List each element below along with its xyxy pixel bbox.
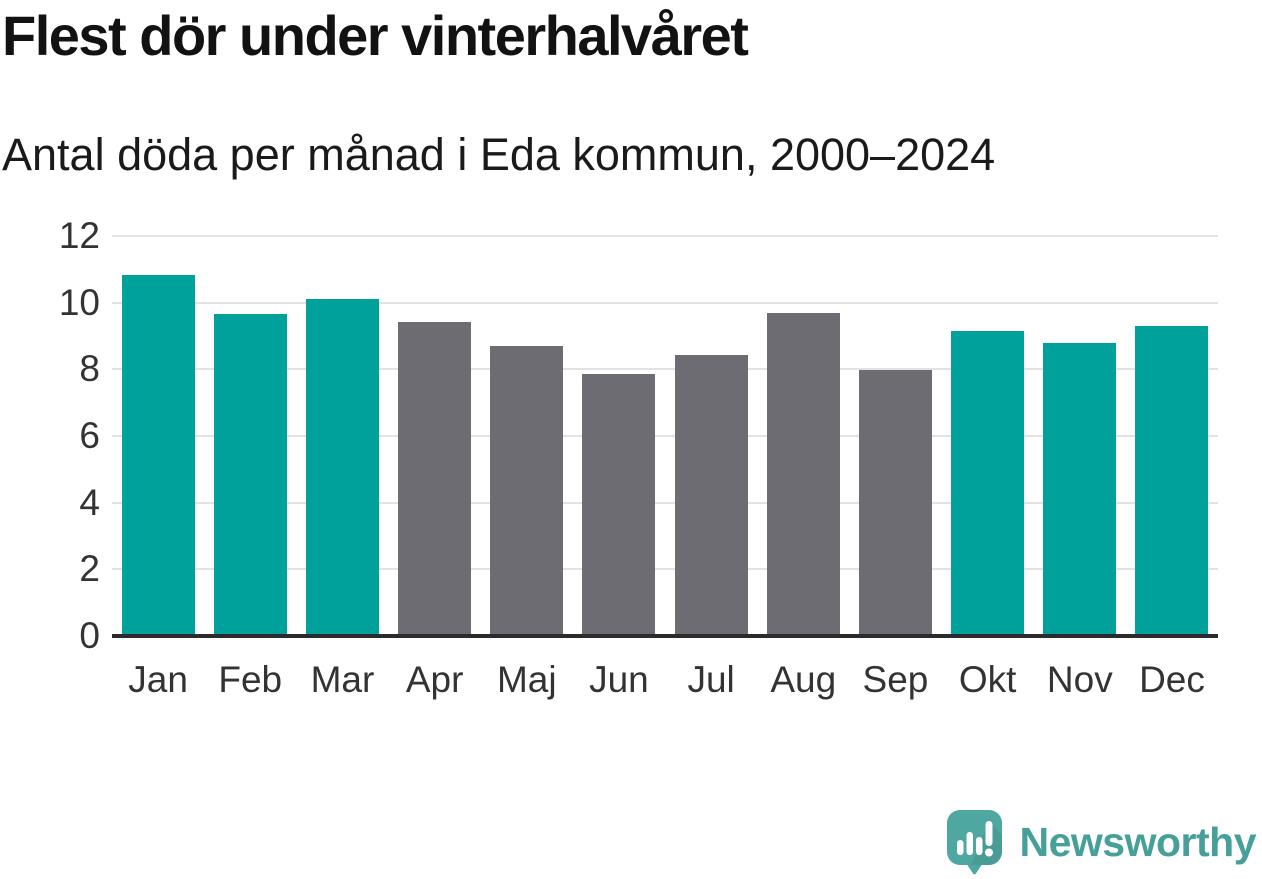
x-tick-label-jan: Jan <box>128 659 188 700</box>
bar-slot-mar <box>296 236 388 636</box>
x-axis-line <box>112 634 1218 638</box>
bar-okt <box>951 330 1025 636</box>
y-tick-label-12: 12 <box>58 215 100 256</box>
x-tick-label-mar: Mar <box>310 659 375 700</box>
bar-slot-okt <box>942 236 1034 636</box>
newsworthy-speech-bubble-bar-chart-icon <box>946 810 1002 875</box>
gridline-12 <box>112 235 1218 237</box>
chart-title: Flest dör under vinterhalvåret <box>2 4 749 67</box>
x-tick-label-jun: Jun <box>589 659 649 700</box>
bar-slot-aug <box>757 236 849 636</box>
x-tick-label-nov: Nov <box>1046 659 1113 700</box>
x-tick-label-jul: Jul <box>687 659 735 700</box>
bar-aug <box>766 313 840 636</box>
gridline-10 <box>112 301 1218 304</box>
x-tick-label-sep: Sep <box>862 659 929 700</box>
bar-maj <box>490 346 564 636</box>
newsworthy-logo: Newsworthy <box>945 809 1257 875</box>
gridline-2 <box>112 568 1218 571</box>
bar-slot-jul <box>665 236 757 636</box>
x-tick-label-aug: Aug <box>770 659 837 700</box>
bar-slot-jan <box>112 236 204 636</box>
bar-slot-nov <box>1034 236 1126 636</box>
x-tick-label-dec: Dec <box>1139 659 1205 700</box>
bar-dec <box>1135 326 1209 636</box>
y-tick-label-10: 10 <box>58 281 100 323</box>
bar-mar <box>305 299 379 636</box>
chart-subtitle: Antal döda per månad i Eda kommun, 2000–… <box>2 129 996 180</box>
y-tick-label-4: 4 <box>79 481 100 523</box>
bar-slot-sep <box>849 236 941 636</box>
bar-chart-plot-area <box>112 235 1218 638</box>
x-tick-label-apr: Apr <box>405 659 464 700</box>
y-tick-label-6: 6 <box>79 415 100 456</box>
bar-jun <box>582 373 656 636</box>
bar-apr <box>398 321 472 636</box>
x-tick-label-feb: Feb <box>218 659 283 700</box>
y-tick-label-8: 8 <box>79 348 100 390</box>
bar-slot-jun <box>573 236 665 636</box>
x-axis: Jan Feb Mar Apr Maj Jun Jul Aug Sep Okt Nov Dec <box>112 658 1218 702</box>
bar-sep <box>858 370 932 636</box>
gridline-6 <box>112 435 1218 437</box>
bar-slot-dec <box>1126 236 1218 636</box>
y-tick-label-2: 2 <box>79 548 100 590</box>
x-tick-label-maj: Maj <box>496 659 557 700</box>
y-tick-label-0: 0 <box>79 615 100 656</box>
gridline-4 <box>112 501 1218 504</box>
bars-row <box>112 236 1218 636</box>
gridline-8 <box>112 368 1218 371</box>
bar-slot-feb <box>204 236 296 636</box>
bar-feb <box>213 314 287 636</box>
x-tick-label-okt: Okt <box>958 659 1017 700</box>
bar-nov <box>1043 343 1117 636</box>
bar-slot-apr <box>389 236 481 636</box>
y-axis: 0 2 4 6 8 10 12 <box>20 215 100 656</box>
bar-slot-maj <box>481 236 573 636</box>
bar-jan <box>121 274 195 636</box>
bar-jul <box>674 355 748 636</box>
newsworthy-logo-text: Newsworthy <box>1019 818 1257 865</box>
